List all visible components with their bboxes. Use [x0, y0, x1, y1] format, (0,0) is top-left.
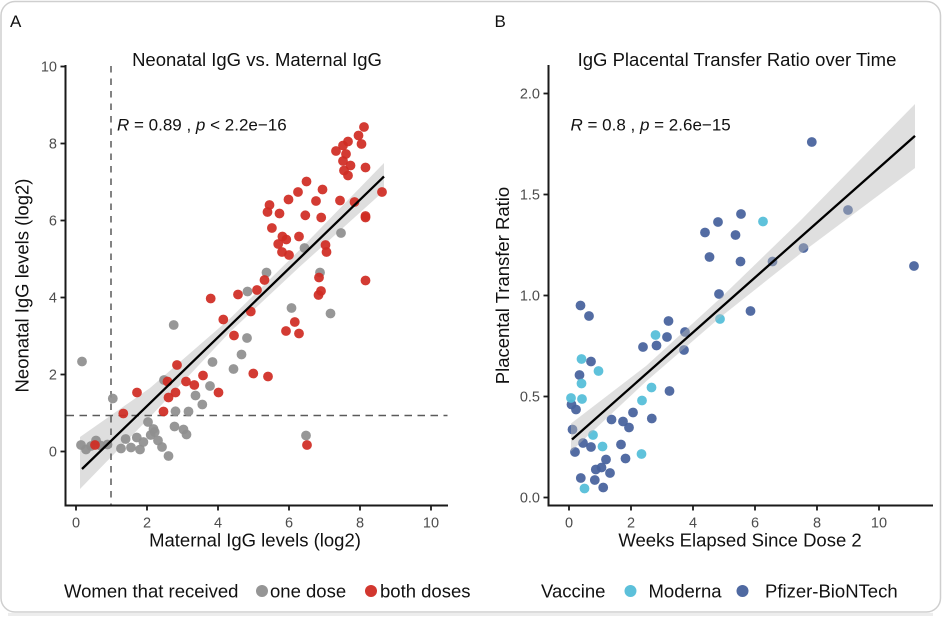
svg-text:2: 2 — [627, 516, 635, 532]
svg-text:Women that received: Women that received — [64, 581, 238, 602]
svg-text:6: 6 — [49, 214, 57, 230]
svg-text:one dose: one dose — [270, 581, 346, 602]
svg-text:10: 10 — [423, 516, 439, 532]
svg-text:8: 8 — [813, 516, 821, 532]
svg-text:8: 8 — [49, 137, 57, 153]
svg-text:6: 6 — [751, 516, 759, 532]
svg-text:B: B — [495, 12, 506, 31]
svg-text:10: 10 — [871, 516, 887, 532]
svg-text:10: 10 — [41, 60, 57, 76]
svg-text:A: A — [10, 12, 22, 31]
svg-text:4: 4 — [689, 516, 697, 532]
svg-text:Pfizer-BioNTech: Pfizer-BioNTech — [765, 581, 898, 602]
svg-text:both doses: both doses — [380, 581, 471, 602]
svg-text:0: 0 — [72, 516, 80, 532]
svg-text:Neonatal IgG levels (log2): Neonatal IgG levels (log2) — [12, 179, 33, 393]
svg-text:Neonatal IgG vs. Maternal IgG: Neonatal IgG vs. Maternal IgG — [132, 49, 382, 70]
svg-text:8: 8 — [356, 516, 364, 532]
svg-text:Maternal IgG levels (log2): Maternal IgG levels (log2) — [149, 530, 361, 551]
svg-text:0: 0 — [565, 516, 573, 532]
svg-text:6: 6 — [285, 516, 293, 532]
svg-text:2.0: 2.0 — [520, 87, 540, 103]
svg-text:Vaccine: Vaccine — [541, 581, 605, 602]
svg-text:0: 0 — [49, 445, 57, 461]
svg-text:Placental Transfer Ratio: Placental Transfer Ratio — [492, 187, 513, 384]
svg-text:IgG Placental Transfer Ratio o: IgG Placental Transfer Ratio over Time — [578, 49, 897, 70]
svg-text:R = 0.8 , p = 2.6e−15: R = 0.8 , p = 2.6e−15 — [571, 116, 731, 135]
svg-text:1.5: 1.5 — [520, 188, 540, 204]
svg-text:2: 2 — [143, 516, 151, 532]
svg-text:0.0: 0.0 — [520, 491, 540, 507]
svg-text:4: 4 — [214, 516, 222, 532]
svg-text:0.5: 0.5 — [520, 390, 540, 406]
svg-text:2: 2 — [49, 368, 57, 384]
svg-text:4: 4 — [49, 291, 57, 307]
svg-text:R = 0.89 , p < 2.2e−16: R = 0.89 , p < 2.2e−16 — [117, 116, 287, 135]
svg-text:Weeks Elapsed Since Dose 2: Weeks Elapsed Since Dose 2 — [618, 530, 861, 551]
svg-text:Moderna: Moderna — [649, 581, 723, 602]
svg-text:1.0: 1.0 — [520, 289, 540, 305]
